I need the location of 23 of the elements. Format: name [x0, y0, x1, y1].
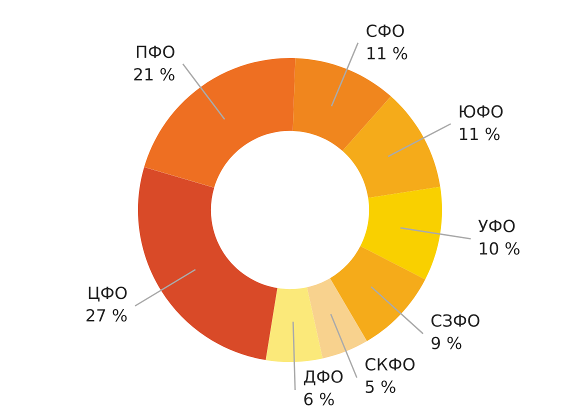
slice-label: ПФО — [136, 46, 174, 58]
data-label: 11 % — [460, 128, 500, 140]
data-label: 27 % — [86, 309, 127, 322]
donut-slice — [330, 246, 426, 342]
data-label: 21 % — [134, 68, 174, 81]
data-label: 6 % — [304, 392, 334, 406]
slice-label: ЮФО — [460, 105, 503, 118]
data-label: 10 % — [480, 242, 520, 255]
donut-slice — [292, 58, 391, 151]
donut-slice — [360, 186, 442, 280]
donut-slice — [266, 287, 323, 362]
donut-slice — [342, 96, 440, 198]
slice-label: УФО — [478, 220, 515, 232]
slice-label: ДФО — [304, 370, 343, 386]
slice-label: СФО — [366, 24, 404, 38]
slice-label: СЗФО — [431, 314, 480, 327]
slice-label: СКФО — [365, 358, 415, 371]
data-label: 5 % — [366, 380, 396, 394]
donut-slice — [306, 278, 367, 358]
data-label: 9 % — [432, 336, 462, 350]
data-label: 11 % — [368, 46, 408, 60]
slice-label: ЦФО — [88, 286, 127, 302]
donut-slice — [138, 167, 278, 360]
